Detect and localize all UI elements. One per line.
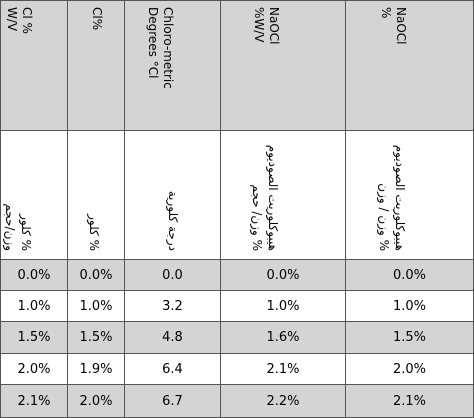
table-cell: 1.0%	[68, 291, 125, 322]
header-cl-percent: Cl%	[68, 0, 125, 131]
table-cell: 1.9%	[68, 354, 125, 385]
arabic-header-naocl-wv: هيبوكلوريت الصوديوم % وزن/ حجم	[221, 131, 346, 260]
arabic-header-cl-percent: % كلور	[68, 131, 125, 260]
arabic-header-line: % كلور	[87, 214, 101, 251]
arabic-header-line: % وزن/ حجم	[250, 184, 264, 251]
arabic-header-line: درجة كلورية	[165, 190, 180, 251]
header-line: W/V	[5, 7, 19, 32]
table-cell: 1.5%	[68, 322, 125, 354]
arabic-header-chlorometric: درجة كلورية	[125, 131, 221, 260]
table-cell: 2.0%	[346, 354, 474, 385]
table-cell: 2.1%	[346, 385, 474, 418]
table-cell: 2.0%	[68, 385, 125, 418]
arabic-header-line: هيبوكلوريت الصوديوم	[392, 144, 407, 251]
header-line: Cl%	[90, 7, 104, 31]
table-cell: 1.5%	[0, 322, 68, 354]
header-naocl-wv: NaOCl %W/V	[221, 0, 346, 131]
arabic-header-naocl-percent: هيبوكلوريت الصوديوم % وزن / وزن	[346, 131, 474, 260]
header-line: Chloro-metric	[160, 7, 175, 89]
arabic-header-cl-wv: % كلور وزن/حجم	[0, 131, 68, 260]
table-cell: 0.0	[125, 260, 221, 291]
header-line: NaOCl	[393, 7, 408, 45]
table-cell: 0.0%	[221, 260, 346, 291]
table-cell: 4.8	[125, 322, 221, 354]
header-line: %	[378, 7, 393, 19]
table-cell: 1.6%	[221, 322, 346, 354]
arabic-header-line: هيبوكلوريت الصوديوم	[266, 144, 280, 251]
table-cell: 2.1%	[0, 385, 68, 418]
header-naocl-percent: NaOCl %	[346, 0, 474, 131]
table-cell: 0.0%	[346, 260, 474, 291]
header-line: Cl %	[20, 7, 34, 34]
table-cell: 2.0%	[0, 354, 68, 385]
table-cell: 0.0%	[68, 260, 125, 291]
header-chlorometric-degrees: Chloro-metric Degrees °Cl	[125, 0, 221, 131]
table-cell: 1.0%	[0, 291, 68, 322]
table-cell: 2.1%	[221, 354, 346, 385]
table-cell: 6.7	[125, 385, 221, 418]
header-line: %W/V	[252, 7, 266, 43]
arabic-header-line: % وزن / وزن	[376, 183, 391, 251]
arabic-header-line: % كلور	[19, 214, 33, 251]
table-cell: 1.0%	[221, 291, 346, 322]
header-line: Degrees °Cl	[145, 7, 160, 79]
header-line: NaOCl	[267, 7, 281, 45]
table-cell: 1.5%	[346, 322, 474, 354]
table-cell: 0.0%	[0, 260, 68, 291]
table-cell: 6.4	[125, 354, 221, 385]
table-cell: 2.2%	[221, 385, 346, 418]
table-cell: 3.2	[125, 291, 221, 322]
table-cell: 1.0%	[346, 291, 474, 322]
arabic-header-line: وزن/حجم	[3, 203, 17, 251]
header-cl-wv: Cl % W/V	[0, 0, 68, 131]
